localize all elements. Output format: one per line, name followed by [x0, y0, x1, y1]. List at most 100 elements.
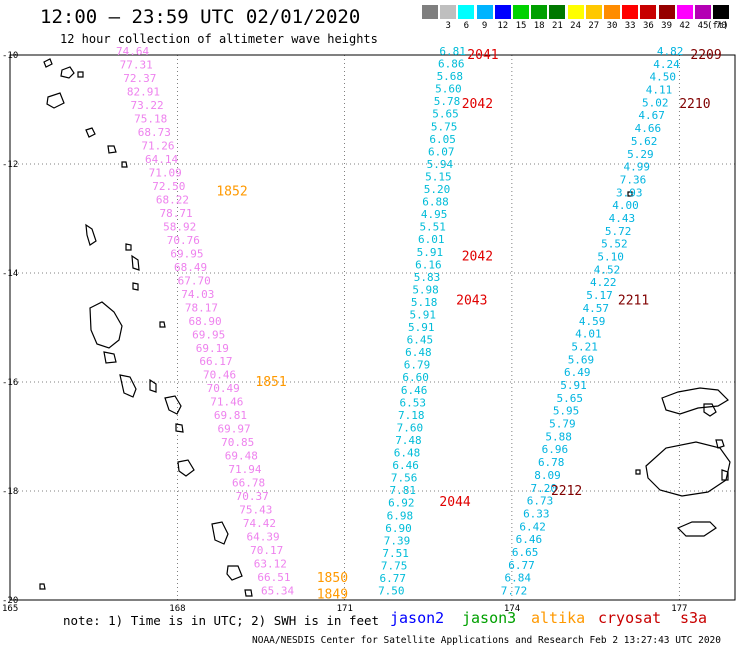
- island-ambrym: [103, 351, 117, 364]
- legend-swatch-label: 33: [624, 21, 636, 31]
- island-aneityum: [226, 565, 243, 581]
- cryosat-wave-height: 4.11: [646, 84, 673, 97]
- altika-wave-height: 68.49: [174, 261, 207, 274]
- cryosat-wave-height: 4.01: [575, 328, 602, 341]
- lon-label: 174: [504, 604, 520, 614]
- island-torres: [43, 58, 53, 68]
- jason2-wave-height: 6.48: [405, 346, 432, 359]
- altika-wave-height: 74.42: [243, 517, 276, 530]
- map-subtitle: 12 hour collection of altimeter wave hei…: [60, 32, 378, 46]
- legend-swatch-label: 36: [642, 21, 654, 31]
- island-small-8: [244, 589, 253, 597]
- jason2-wave-height: 6.77: [380, 572, 407, 585]
- jason2-wave-height: 5.68: [437, 70, 464, 83]
- legend-swatch: [585, 5, 602, 19]
- jason2-wave-height: 6.86: [438, 58, 465, 71]
- legend-swatch: [567, 5, 584, 19]
- legend-swatch-label: 39: [661, 21, 673, 31]
- cryosat-wave-height: 5.91: [560, 379, 587, 392]
- altika-wave-height: 72.50: [152, 180, 185, 193]
- satellite-name-altika: altika: [531, 609, 586, 627]
- island-banks: [60, 66, 84, 79]
- altika-wave-height: 74.64: [116, 45, 149, 58]
- jason2-wave-height: 5.15: [425, 170, 452, 183]
- jason2-wave-height: 7.50: [378, 585, 405, 598]
- jason2-wave-height: 5.20: [424, 183, 451, 196]
- island-maewo: [85, 223, 97, 246]
- jason2-wave-height: 6.88: [422, 196, 449, 209]
- legend-swatch: [695, 5, 711, 19]
- legend-swatch-label: 24: [570, 21, 582, 31]
- jason2-wave-height: 5.91: [417, 246, 444, 259]
- cryosat-wave-height: 3.93: [616, 186, 643, 199]
- altika-wave-height: 73.22: [130, 99, 163, 112]
- cryosat-wave-height: 4.67: [638, 109, 665, 122]
- jason2-wave-height: 6.79: [404, 359, 431, 372]
- altika-wave-height: 75.18: [134, 112, 167, 125]
- altika-wave-height: 70.37: [236, 490, 269, 503]
- altika-wave-height: 66.17: [199, 355, 232, 368]
- cryosat-wave-height: 4.24: [653, 58, 680, 71]
- island-small-fiji: [635, 469, 641, 475]
- island-espiritu: [46, 92, 65, 109]
- legend-swatch: [676, 5, 693, 19]
- cryosat-wave-height: 5.10: [597, 251, 624, 264]
- legend-swatch: [494, 5, 511, 19]
- legend-swatch-label: 9: [481, 21, 488, 31]
- jason2-wave-height: 7.75: [381, 559, 408, 572]
- lon-label: 171: [337, 604, 353, 614]
- altika-wave-height: 69.19: [196, 342, 229, 355]
- altika-wave-height: 70.76: [167, 234, 200, 247]
- legend-swatch-label: 27: [588, 21, 600, 31]
- jason2-wave-height: 6.90: [385, 522, 412, 535]
- jason2-wave-height: 5.94: [427, 158, 454, 171]
- cryosat-wave-height: 6.78: [538, 456, 565, 469]
- altika-wave-height: 69.48: [225, 450, 258, 463]
- island-small-7: [175, 423, 184, 433]
- altika-wave-height: 66.51: [257, 571, 290, 584]
- altika-wave-height: 68.22: [156, 193, 189, 206]
- island-small-4: [125, 243, 132, 251]
- jason2-wave-height: 5.60: [435, 83, 462, 96]
- cryosat-wave-height: 4.43: [609, 212, 636, 225]
- altika-wave-height: 69.95: [192, 328, 225, 341]
- island-lau-2: [721, 469, 729, 481]
- island-efate: [164, 395, 182, 415]
- island-small-5: [132, 282, 139, 291]
- cryosat-wave-height: 7.36: [620, 173, 647, 186]
- legend-swatch-label: 3: [445, 21, 451, 31]
- cryosat-wave-height: 6.77: [508, 559, 535, 572]
- jason2-wave-height: 6.60: [402, 371, 429, 384]
- jason2-wave-height: 5.78: [434, 95, 461, 108]
- cryosat-wave-height: 4.22: [590, 276, 617, 289]
- satellite-tracks: 74.6477.3172.3782.9173.2275.1868.7371.26…: [116, 45, 722, 603]
- jason2-time-label: 2041: [467, 48, 498, 63]
- jason2-time-label: 2043: [456, 293, 487, 308]
- legend-swatch: [604, 5, 620, 19]
- jason2-wave-height: 6.81: [439, 45, 466, 58]
- cryosat-wave-height: 6.46: [516, 533, 543, 546]
- legend-swatch-label: 12: [497, 21, 509, 31]
- altika-wave-height: 65.34: [261, 585, 294, 598]
- altika-wave-height: 69.95: [170, 247, 203, 260]
- jason2-wave-height: 4.95: [421, 208, 448, 221]
- island-small-1: [85, 127, 96, 138]
- jason2-wave-height: 6.48: [394, 447, 421, 460]
- legend-swatch-label: 15: [515, 21, 527, 31]
- altika-wave-height: 66.78: [232, 477, 265, 490]
- altika-wave-height: 64.39: [246, 531, 279, 544]
- jason2-wave-height: 7.60: [397, 421, 424, 434]
- jason2-wave-height: 6.45: [407, 334, 434, 347]
- altika-wave-height: 82.91: [127, 85, 160, 98]
- cryosat-wave-height: 5.72: [605, 225, 632, 238]
- jason2-wave-height: 5.18: [411, 296, 438, 309]
- altika-wave-height: 70.17: [250, 544, 283, 557]
- cryosat-wave-height: 5.29: [627, 148, 654, 161]
- jason2-wave-height: 6.98: [387, 509, 414, 522]
- jason2-wave-height: 5.91: [409, 309, 436, 322]
- jason2-time-label: 2042: [462, 97, 493, 112]
- cryosat-wave-height: 5.95: [553, 405, 580, 418]
- jason2-wave-height: 7.48: [395, 434, 422, 447]
- island-vanua-levu: [661, 387, 729, 415]
